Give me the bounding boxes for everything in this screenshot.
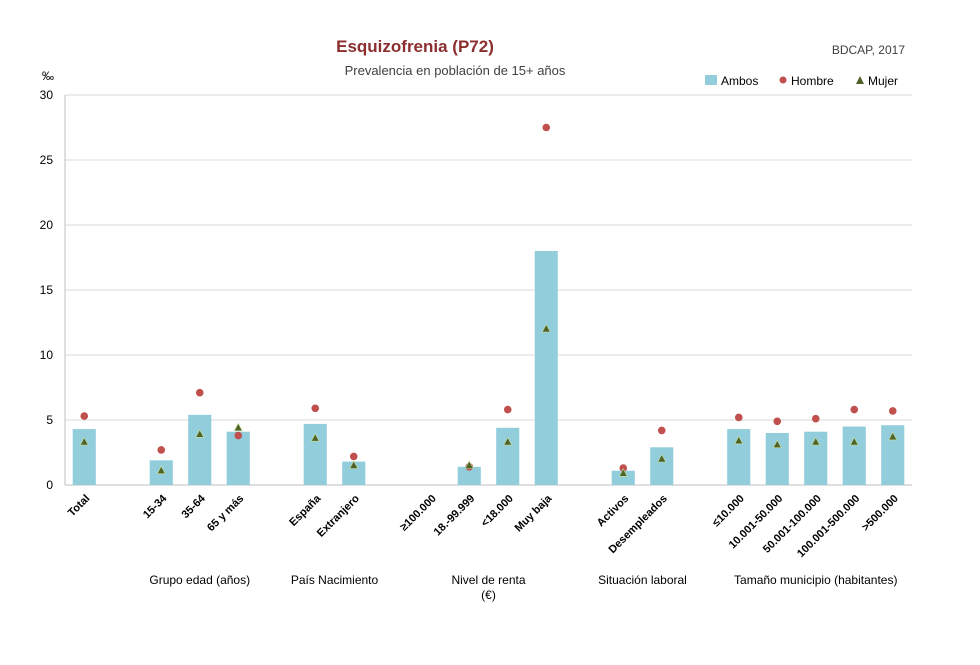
bar-ambos [457, 466, 481, 485]
chart-subtitle: Prevalencia en población de 15+ años [345, 63, 566, 78]
legend: Ambos Hombre Mujer [705, 74, 898, 88]
legend-marker-mujer [856, 76, 864, 84]
group-label: Nivel de renta [451, 573, 525, 587]
x-tick-label: Muy baja [513, 492, 555, 534]
x-tick-label: Activos [595, 493, 632, 530]
marker-mujer [79, 436, 89, 446]
bar-ambos [765, 433, 789, 485]
bar-ambos [611, 470, 635, 485]
marker-mujer [849, 436, 859, 446]
marker-hombre [850, 405, 859, 414]
group-label: País Nacimiento [291, 573, 379, 587]
x-tick-label: 18.-99.999 [432, 493, 478, 539]
legend-label-hombre: Hombre [791, 74, 834, 88]
group-label: Grupo edad (años) [149, 573, 250, 587]
y-tick-label: 0 [46, 478, 53, 492]
marker-hombre [888, 407, 897, 415]
group-label: Situación laboral [598, 573, 687, 587]
y-tick-label: 30 [40, 88, 54, 102]
x-tick-label: ≤10.000 [710, 493, 747, 530]
bar-ambos [727, 429, 751, 485]
marker-hombre [734, 413, 743, 422]
x-tick-label: España [287, 492, 324, 529]
marker-mujer [811, 436, 821, 446]
y-axis-ticks: 0 5 10 15 20 25 30 [40, 88, 54, 492]
marker-hombre [195, 388, 204, 397]
bar-ambos [881, 425, 905, 485]
marker-hombre [80, 412, 89, 420]
chart-source: BDCAP, 2017 [832, 43, 905, 57]
marker-hombre [811, 414, 820, 423]
bars-ambos [72, 251, 905, 485]
x-tick-label: <18.000 [479, 493, 516, 530]
x-tick-label: ≥100.000 [398, 493, 439, 534]
marker-mujer [156, 465, 166, 475]
marker-hombre [234, 431, 243, 440]
bar-ambos [188, 414, 212, 485]
marker-mujer [195, 429, 205, 438]
marker-hombre [657, 426, 666, 435]
y-tick-label: 20 [40, 218, 54, 232]
marker-mujer [233, 422, 243, 432]
group-labels: Grupo edad (años) País Nacimiento Nivel de… [149, 573, 897, 602]
group-label: (€) [481, 588, 496, 602]
marker-mujer [503, 436, 513, 446]
bar-ambos [72, 429, 96, 485]
x-tick-label: 35-64 [179, 492, 208, 521]
marker-mujer [657, 453, 667, 463]
x-tick-label: >500.000 [860, 493, 901, 534]
x-tick-label: Extranjero [315, 492, 362, 539]
y-axis-label: ‰ [42, 69, 54, 83]
bar-ambos [534, 251, 558, 485]
markers-mujer [79, 323, 898, 477]
legend-swatch-ambos [705, 75, 717, 85]
y-tick-label: 5 [46, 413, 53, 427]
marker-hombre [619, 464, 628, 472]
marker-mujer [888, 431, 898, 441]
x-tick-label: 15-34 [141, 492, 170, 521]
marker-hombre [311, 404, 320, 413]
marker-mujer [618, 468, 628, 477]
x-tick-label: 65 y más [205, 493, 246, 534]
marker-mujer [464, 460, 474, 469]
markers-hombre [80, 123, 897, 472]
chart-title: Esquizofrenia (P72) [336, 37, 494, 56]
marker-mujer [349, 460, 359, 469]
marker-mujer [541, 323, 551, 333]
legend-marker-hombre [779, 76, 787, 84]
legend-label-mujer: Mujer [868, 74, 898, 88]
marker-mujer [734, 435, 744, 445]
bar-ambos [496, 427, 520, 485]
bar-ambos [650, 447, 674, 485]
y-tick-label: 15 [40, 283, 54, 297]
marker-hombre [349, 452, 358, 461]
bar-ambos [804, 431, 828, 485]
marker-hombre [503, 405, 512, 414]
bar-ambos [303, 423, 327, 485]
marker-hombre [542, 123, 551, 132]
marker-hombre [773, 417, 782, 426]
group-label: Tamaño municipio (habitantes) [734, 573, 897, 587]
y-tick-label: 25 [40, 153, 54, 167]
x-tick-label: Total [66, 493, 92, 519]
legend-label-ambos: Ambos [721, 74, 758, 88]
bar-ambos [342, 461, 366, 485]
y-tick-label: 10 [40, 348, 54, 362]
bar-ambos [226, 431, 250, 485]
marker-hombre [157, 446, 166, 454]
bar-ambos [842, 426, 866, 485]
marker-mujer [310, 433, 320, 442]
marker-mujer [772, 439, 782, 449]
